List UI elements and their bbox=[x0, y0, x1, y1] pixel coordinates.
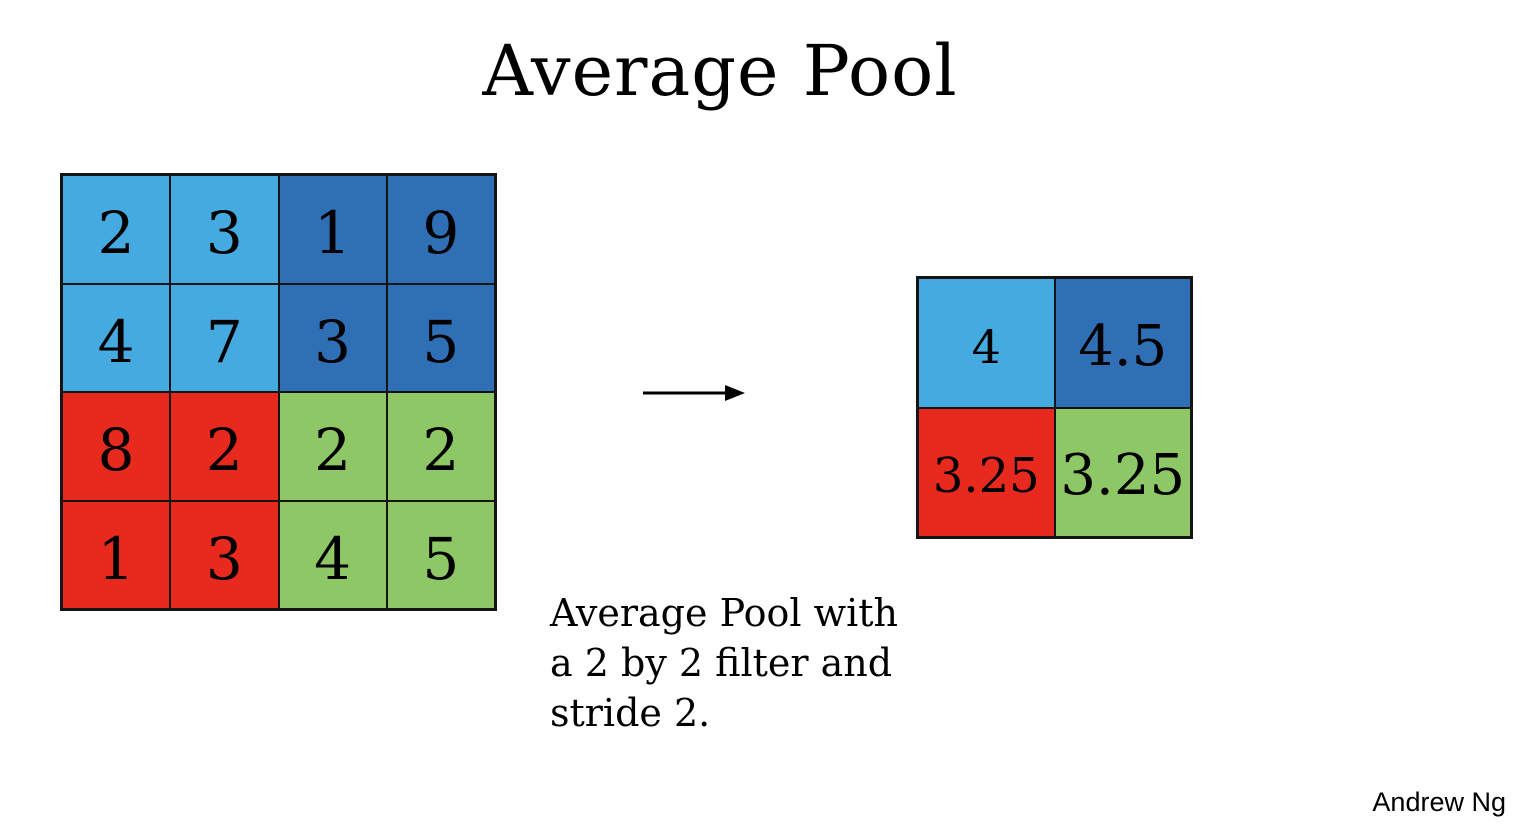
input-cell-r0c2: 1 bbox=[278, 175, 387, 284]
right-arrow-icon bbox=[643, 385, 745, 401]
input-cell-r0c1: 3 bbox=[170, 175, 279, 284]
input-cell-r2c3: 2 bbox=[386, 392, 495, 501]
input-cell-r3c3: 5 bbox=[386, 500, 495, 609]
output-matrix: 4 4.5 3.25 3.25 bbox=[916, 276, 1193, 539]
input-matrix: 2 3 1 9 4 7 3 5 8 2 2 2 1 3 4 5 bbox=[60, 173, 497, 611]
caption-line-3: stride 2. bbox=[550, 691, 711, 735]
author-credit: Andrew Ng bbox=[1372, 787, 1506, 817]
caption-line-2: a 2 by 2 filter and bbox=[550, 641, 893, 685]
output-cell-r0c0: 4 bbox=[918, 278, 1055, 408]
caption: Average Pool with a 2 by 2 filter and st… bbox=[550, 588, 898, 738]
caption-line-1: Average Pool with bbox=[550, 591, 899, 635]
input-cell-r2c0: 8 bbox=[62, 392, 171, 501]
input-cell-r1c2: 3 bbox=[278, 283, 387, 392]
input-cell-r3c0: 1 bbox=[62, 500, 171, 609]
input-cell-r2c1: 2 bbox=[170, 392, 279, 501]
page-title: Average Pool bbox=[482, 30, 958, 112]
input-cell-r1c3: 5 bbox=[386, 283, 495, 392]
output-cell-r1c0: 3.25 bbox=[918, 407, 1055, 537]
input-cell-r1c0: 4 bbox=[62, 283, 171, 392]
input-cell-r0c3: 9 bbox=[386, 175, 495, 284]
input-cell-r3c1: 3 bbox=[170, 500, 279, 609]
input-cell-r3c2: 4 bbox=[278, 500, 387, 609]
input-cell-r0c0: 2 bbox=[62, 175, 171, 284]
input-cell-r1c1: 7 bbox=[170, 283, 279, 392]
output-cell-r1c1: 3.25 bbox=[1054, 407, 1191, 537]
input-cell-r2c2: 2 bbox=[278, 392, 387, 501]
output-cell-r0c1: 4.5 bbox=[1054, 278, 1191, 408]
